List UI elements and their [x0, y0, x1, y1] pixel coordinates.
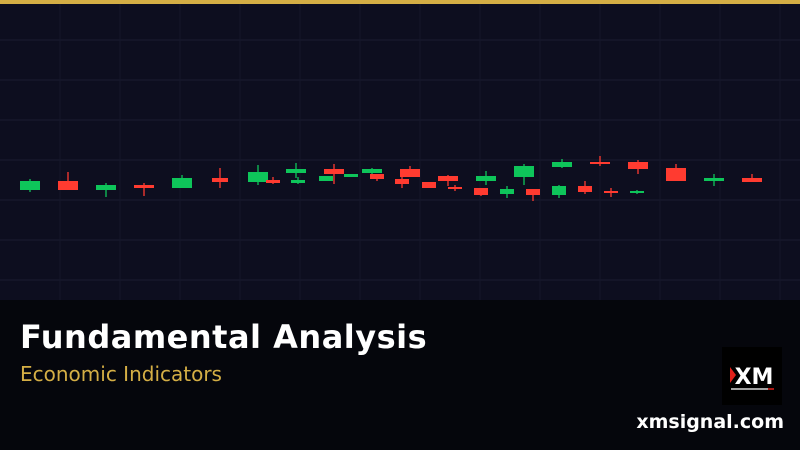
candlestick-chart	[0, 4, 800, 300]
candle-body	[362, 169, 382, 173]
candle-body	[476, 176, 496, 181]
candle-body	[448, 187, 462, 189]
candle-body	[370, 174, 384, 179]
xm-logo: XM	[722, 347, 782, 405]
candle-body	[742, 178, 762, 182]
logo-triangle-icon	[730, 367, 736, 383]
candle-body	[604, 191, 618, 193]
candle-body	[344, 174, 358, 177]
candle-body	[324, 169, 344, 174]
logo-text: XM	[735, 365, 774, 390]
candle-body	[666, 168, 686, 181]
candle-body	[526, 189, 540, 195]
candle-body	[58, 181, 78, 190]
candle-body	[291, 180, 305, 183]
website-label: xmsignal.com	[636, 411, 784, 433]
page-subtitle: Economic Indicators	[20, 362, 222, 386]
candle-body	[248, 172, 268, 182]
candle-body	[500, 189, 514, 194]
top-accent-bar	[0, 0, 800, 4]
candle-body	[319, 176, 333, 181]
caption-panel	[0, 300, 800, 450]
candle-body	[286, 169, 306, 173]
candle-body	[172, 178, 192, 188]
candle-body	[552, 186, 566, 195]
candle-body	[552, 162, 572, 167]
candle-body	[474, 188, 488, 195]
candle-body	[578, 186, 592, 192]
candle-body	[395, 179, 409, 184]
candle-body	[704, 178, 724, 181]
candle-body	[96, 185, 116, 190]
candle-body	[20, 181, 40, 190]
candle-body	[266, 180, 280, 183]
candle-body	[400, 169, 420, 177]
candle-body	[628, 162, 648, 169]
candle-body	[212, 178, 228, 182]
candle-body	[514, 166, 534, 177]
candle-body	[134, 185, 154, 188]
page-title: Fundamental Analysis	[20, 318, 428, 356]
candle-body	[438, 176, 458, 181]
candle-body	[630, 191, 644, 193]
candle-body	[590, 162, 610, 164]
chart-svg	[0, 4, 800, 300]
candle-body	[422, 182, 436, 188]
